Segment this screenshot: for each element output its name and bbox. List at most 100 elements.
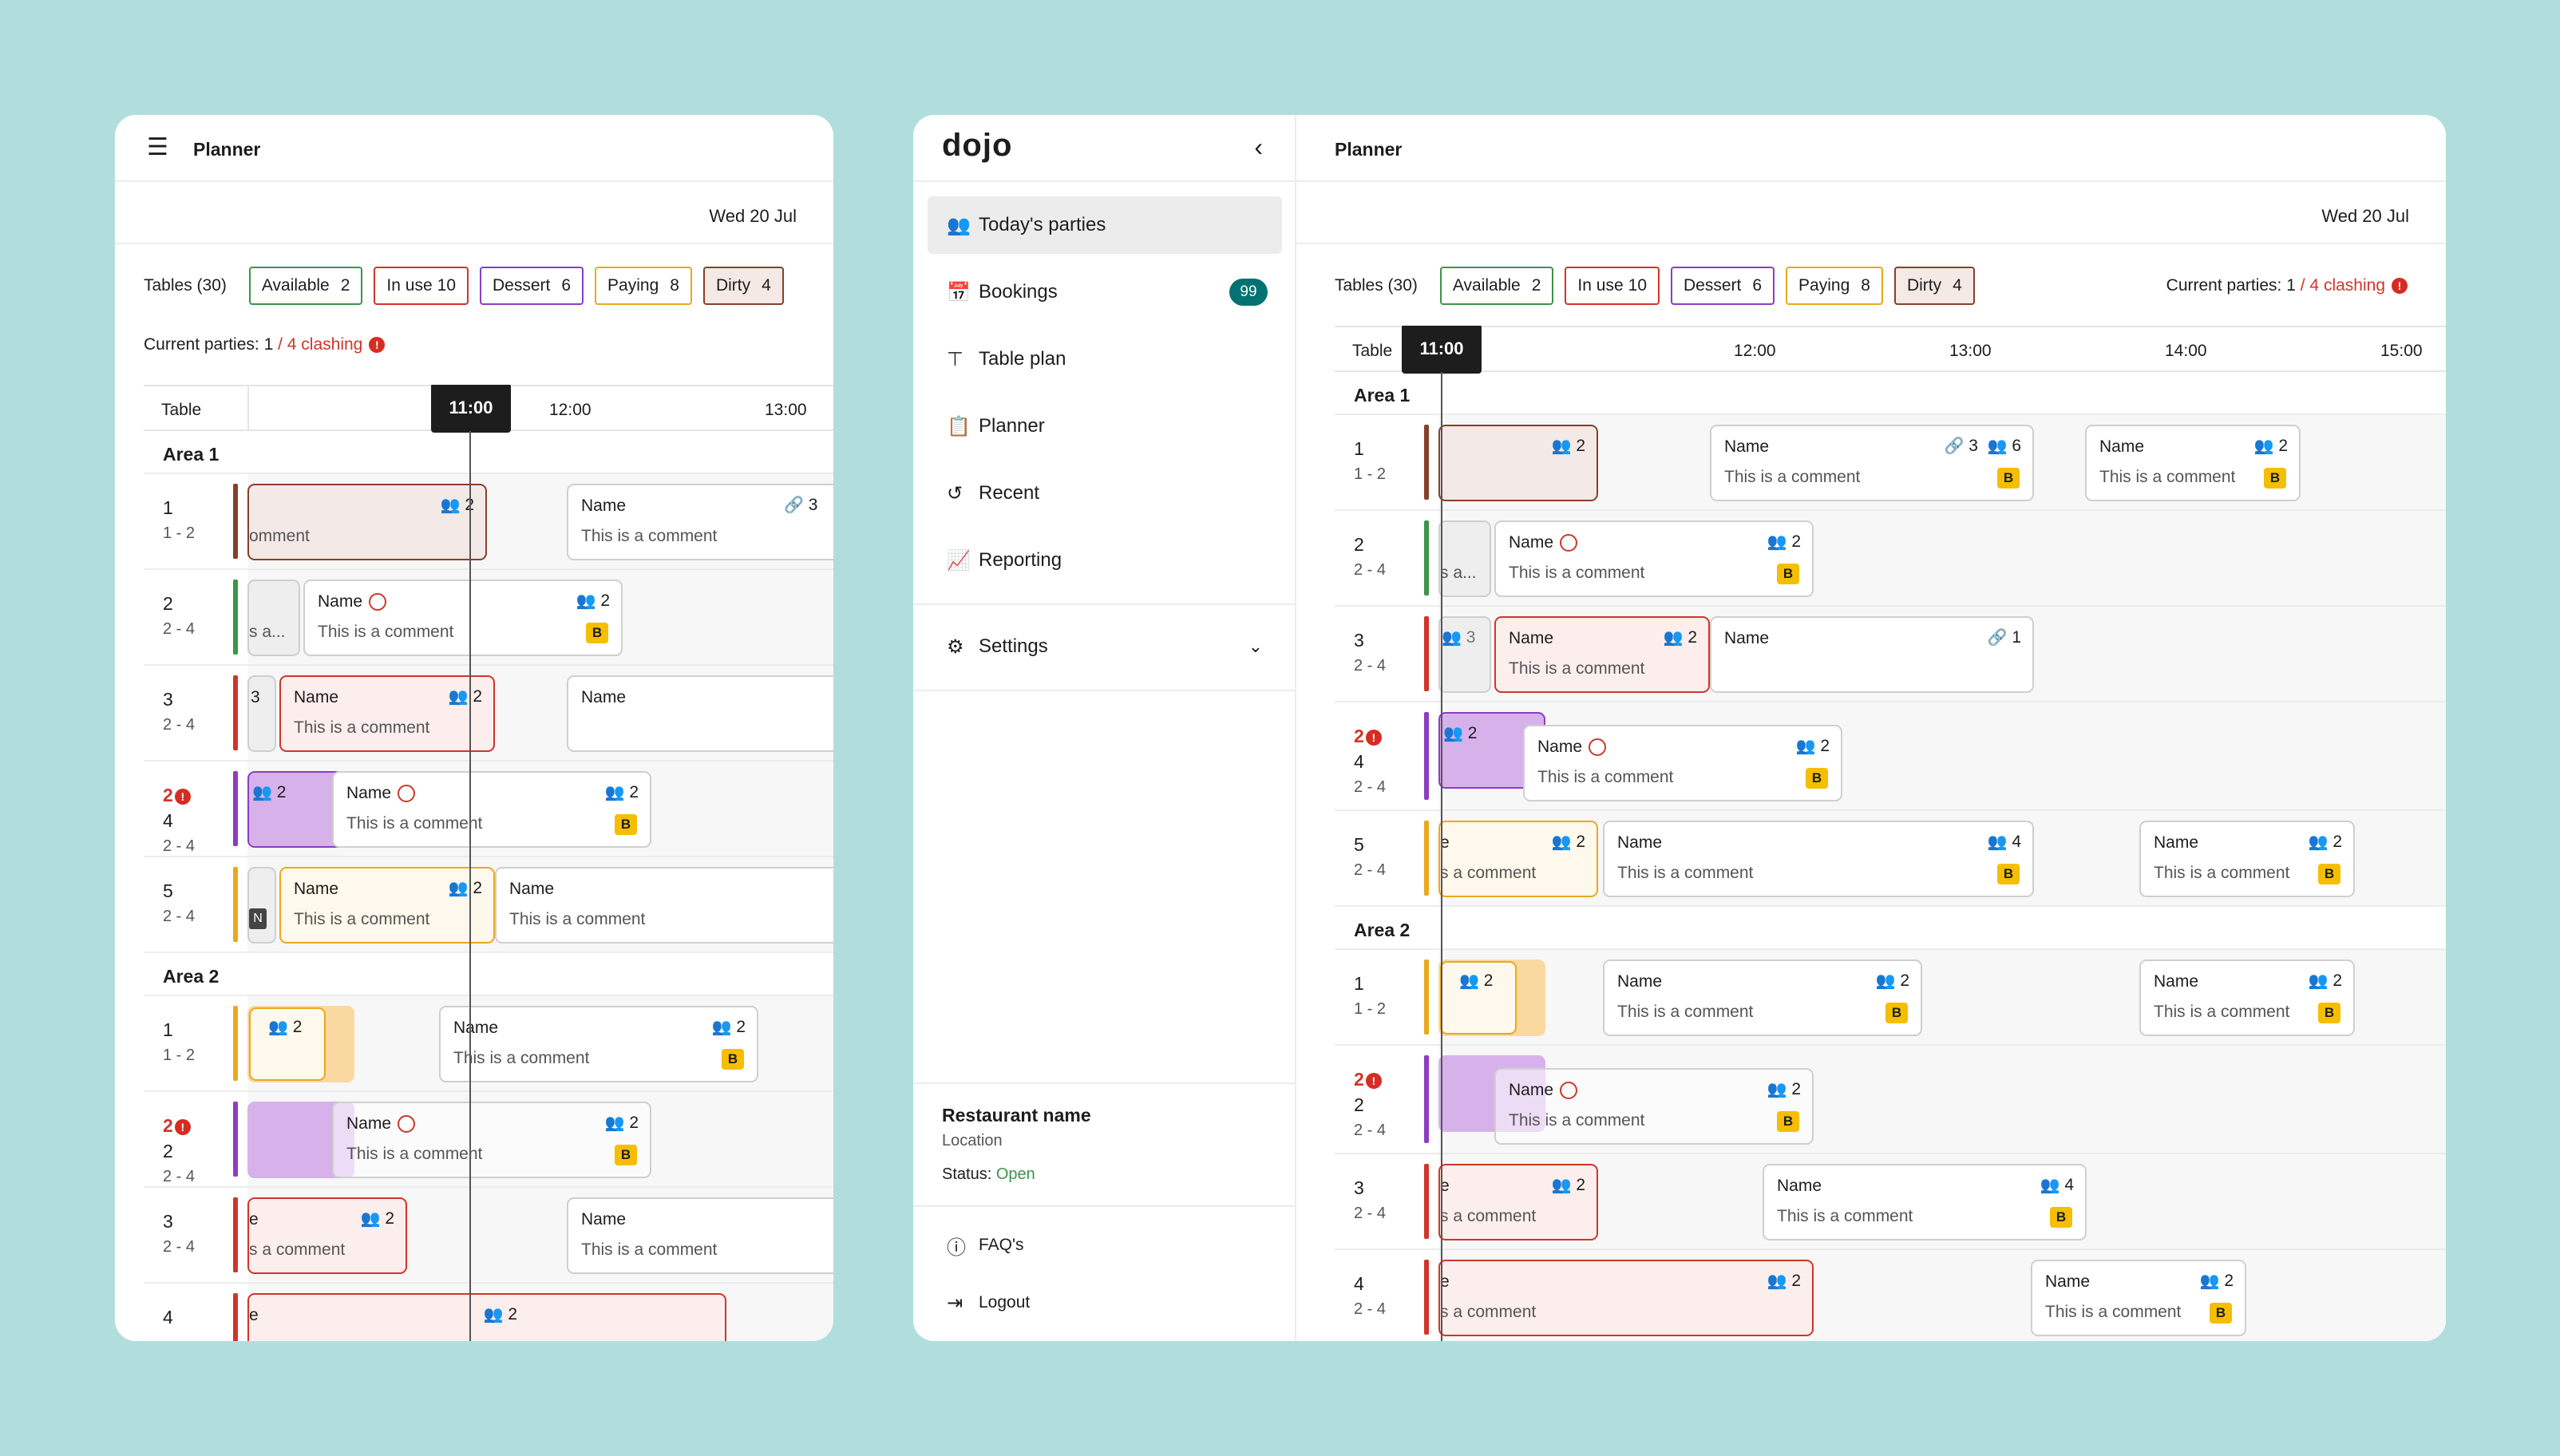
booking-comment: This is a comment [318,623,454,641]
nav-bookings[interactable]: 📅 Bookings 99 [928,263,1282,321]
booking-comment: s a... [1440,564,1477,582]
collapse-icon[interactable]: ‹ [1254,133,1263,161]
nav-label: FAQ's [979,1236,1024,1254]
booking-card[interactable]: Name This is a comment 👥 2 B [303,580,623,656]
chip-available[interactable]: Available 2 [1439,267,1554,305]
booking-card[interactable]: Name This is a comment [495,867,833,944]
guest-count: 👥 2 [268,1018,303,1036]
booking-card[interactable]: Name This is a comment 👥 4 B [1603,821,2034,897]
booking-card[interactable]: Name This is a comment 👥 2 B [439,1006,758,1082]
status-strip [233,580,238,655]
booking-card[interactable]: Name This is a comment 👥 2 [1494,616,1710,693]
table-row[interactable]: 2! 2 2 - 4 Name This is a comment 👥 2 B [144,1092,833,1188]
nav-faq[interactable]: ⓘ FAQ's [928,1217,1282,1274]
chip-count: 6 [1752,276,1763,295]
link-icon: 🔗 [1987,629,2008,647]
booking-card[interactable]: 👥 2 [1438,425,1598,501]
booking-card[interactable]: Name This is a comment 👥 2 [279,675,495,752]
booking-card[interactable]: Name This is a comment 🔗 3 [567,484,833,560]
chip-dirty[interactable]: Dirty 4 [702,267,784,305]
table-row[interactable]: 2! 2 2 - 4 Name This is a comment 👥 2 B [1335,1046,2446,1154]
nav-planner[interactable]: 📋 Planner [928,398,1282,455]
chip-dessert[interactable]: Dessert 6 [480,267,584,305]
booking-comment: This is a comment [2154,1003,2290,1021]
chip-paying[interactable]: Paying 8 [595,267,692,305]
booking-card[interactable]: Name This is a comment 👥 2 B [1523,725,1842,801]
booking-card[interactable]: Name [567,675,833,752]
table-row[interactable]: 4 e 👥 2 [144,1284,833,1341]
booking-card[interactable]: Name 🔗 1 [1710,616,2034,693]
chip-dessert[interactable]: Dessert 6 [1671,267,1775,305]
booking-card[interactable]: Name This is a comment 👥 2 B [1494,1068,1814,1145]
booking-card[interactable]: e s a comment 👥 2 [1438,1260,1814,1336]
booking-name: e [1440,833,1450,852]
booking-card[interactable]: Name This is a comment 👥 4 B [1763,1164,2087,1240]
chip-available[interactable]: Available 2 [248,267,363,305]
booking-card[interactable]: 👥 2 [247,1006,354,1082]
booking-card[interactable]: Name This is a comment 👥 2 B [2139,821,2355,897]
booking-card[interactable]: Name This is a comment 👥 2 B [2085,425,2301,501]
chip-in-use[interactable]: In use 10 [374,267,469,305]
booking-card[interactable]: N [247,867,276,944]
booking-card[interactable]: e s a comment 👥 2 [1438,1164,1598,1240]
booking-card[interactable]: Name This is a comment 🔗 3 👥 6 B [1710,425,2034,501]
booking-card[interactable]: s a... [247,580,300,656]
booking-card[interactable]: Name This is a comment 👥 2 B [1494,520,1814,597]
nav-logout[interactable]: ⇥ Logout [928,1274,1282,1331]
booking-card[interactable]: Name This is a comment 👥 2 B [332,1102,651,1178]
chip-dirty[interactable]: Dirty 4 [1893,267,1975,305]
table-column-header: Table [1352,342,1393,360]
chip-in-use[interactable]: In use 10 [1565,267,1660,305]
nav-todays-parties[interactable]: 👥 Today's parties [928,196,1282,254]
booking-card[interactable]: e s a comment 👥 2 [247,1197,407,1274]
nav-settings[interactable]: ⚙ Settings ⌄ [928,618,1282,675]
menu-icon[interactable]: ☰ [147,134,168,160]
mobile-planner-card: ☰ Planner Wed 20 Jul Tables (30) Availab… [115,115,833,1341]
chip-label: In use [386,276,433,295]
booking-card[interactable]: Name This is a comment 👥 2 [279,867,495,944]
booking-card[interactable]: e 👥 2 [247,1293,726,1341]
booking-card[interactable]: Name This is a comment 👥 2 B [1603,959,1922,1036]
chip-paying[interactable]: Paying 8 [1786,267,1883,305]
guest-count: 👥 2 [483,1305,517,1323]
booking-card[interactable]: Name This is a comment [567,1197,833,1274]
booking-card[interactable]: Name This is a comment 👥 2 B [2031,1260,2246,1336]
b-badge: B [2210,1303,2232,1323]
date-label[interactable]: Wed 20 Jul [2321,206,2409,226]
booking-card[interactable]: e s a comment 👥 2 [1438,821,1598,897]
nav-reporting[interactable]: 📈 Reporting [928,532,1282,589]
nav-table-plan[interactable]: ⊤ Table plan [928,330,1282,388]
users-icon: 👥 [440,497,461,514]
booking-card[interactable]: Name This is a comment 👥 2 B [2139,959,2355,1036]
table-row[interactable]: 2! 4 2 - 4 👥 2 Name This is a comment 👥 2 B [144,762,833,857]
date-label[interactable]: Wed 20 Jul [709,206,797,226]
booking-card[interactable]: s a... [1438,520,1491,597]
nav-label: Reporting [979,549,1062,571]
booking-card[interactable]: 👥 2 [1438,959,1545,1036]
current-time-marker[interactable]: 11:00 [1402,326,1482,374]
nav-label: Today's parties [979,214,1106,235]
booking-card[interactable]: omment👥 2 [247,484,487,560]
time-header: Table 12:00 13:00 14:00 15:00 [1335,326,2446,374]
status-strip [1424,712,1429,800]
booking-card[interactable]: 3 [247,675,276,752]
booking-card[interactable]: 👥 3 [1438,616,1491,693]
current-time-marker[interactable]: 11:00 [431,385,511,433]
booking-card[interactable]: Name This is a comment 👥 2 B [332,771,651,848]
time-label: 15:00 [2380,342,2423,360]
nav-recent[interactable]: ↺ Recent [928,465,1282,522]
table-row[interactable]: 2! 4 2 - 4 👥 2 Name This is a comment 👥 2 B [1335,702,2446,811]
